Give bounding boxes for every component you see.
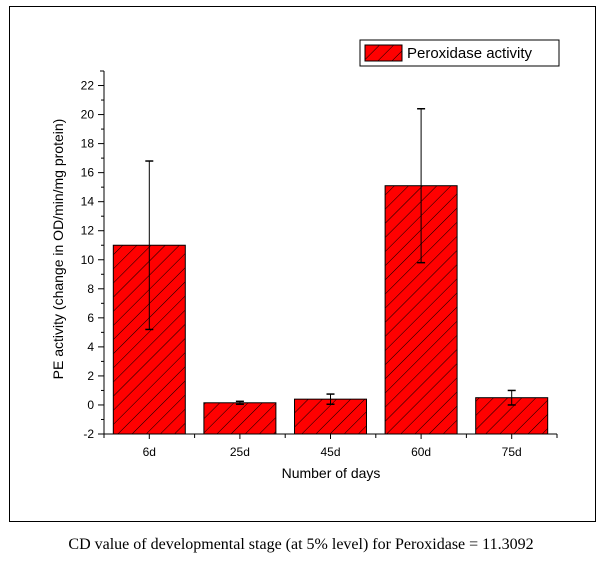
x-tick-label-45d: 45d bbox=[320, 445, 340, 459]
y-ticks-group: -2 0 2 4 6 8 10 12 14 16 18 20 22 bbox=[81, 70, 104, 441]
bar-chart: -2 0 2 4 6 8 10 12 14 16 18 20 22 6d 25d 45d 60d 75d Num… bbox=[50, 39, 560, 481]
x-tick-label-25d: 25d bbox=[230, 445, 250, 459]
y-tick-label: 16 bbox=[81, 166, 95, 180]
y-tick-label: 18 bbox=[81, 137, 95, 151]
caption: CD value of developmental stage (at 5% l… bbox=[68, 536, 534, 553]
y-tick-label: 4 bbox=[87, 340, 94, 354]
y-tick-label: 8 bbox=[87, 282, 94, 296]
x-tick-label-6d: 6d bbox=[143, 445, 156, 459]
y-tick-label: -2 bbox=[83, 427, 94, 441]
y-axis-title: PE activity (change in OD/min/mg protein… bbox=[50, 119, 66, 380]
y-tick-label: 12 bbox=[81, 224, 95, 238]
y-tick-label: 10 bbox=[81, 253, 95, 267]
x-tick-label-75d: 75d bbox=[502, 445, 522, 459]
legend-label: Peroxidase activity bbox=[407, 45, 533, 62]
x-axis-title: Number of days bbox=[282, 465, 381, 481]
bar-25d bbox=[203, 402, 277, 435]
y-tick-label: 2 bbox=[87, 369, 94, 383]
y-tick-label: 14 bbox=[81, 195, 95, 209]
legend: Peroxidase activity bbox=[359, 39, 560, 67]
error-bars-group bbox=[145, 108, 516, 406]
y-tick-label: 20 bbox=[81, 108, 95, 122]
y-tick-label: 0 bbox=[87, 398, 94, 412]
chart-frame bbox=[9, 6, 596, 522]
y-tick-label: 6 bbox=[87, 311, 94, 325]
legend-swatch bbox=[364, 44, 403, 62]
x-ticks-group: 6d 25d 45d 60d 75d bbox=[103, 434, 522, 459]
x-tick-label-60d: 60d bbox=[411, 445, 431, 459]
y-tick-label: 22 bbox=[81, 79, 95, 93]
